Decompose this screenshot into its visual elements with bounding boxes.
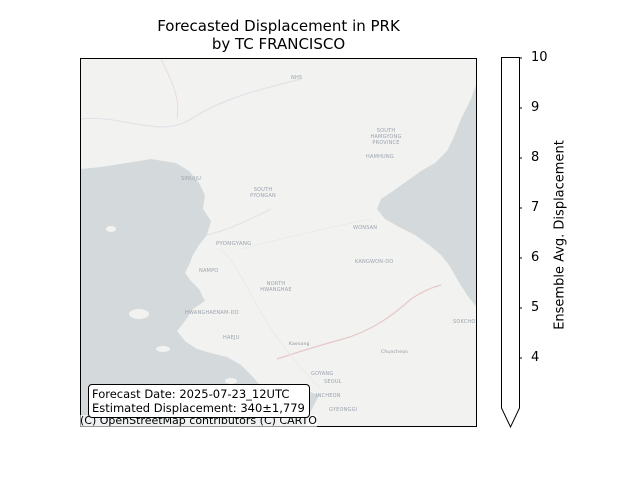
map-label-nampo: NAMPO (199, 268, 219, 274)
dmz-border (276, 284, 442, 360)
sea-east (377, 84, 476, 307)
colorbar-tick-label: 10 (531, 50, 548, 65)
map-label-incheon: INCHEON (316, 393, 341, 399)
colorbar-tick-label: 9 (531, 100, 540, 115)
map-label-goyang: GOYANG (311, 371, 334, 377)
chart-title: Forecasted Displacement in PRK by TC FRA… (80, 17, 477, 53)
colorbar-ticks (519, 57, 522, 359)
map-label-pyongyang: PYONGYANG (216, 241, 252, 247)
colorbar-bar (501, 57, 520, 429)
map-label-south-hwanghae: HWANGHAENAM-DO (185, 310, 239, 316)
colorbar-label: Ensemble Avg. Displacement (552, 140, 568, 330)
map-label-chuncheon: Chuncheon (381, 350, 409, 355)
colorbar-tick-label: 5 (531, 300, 540, 315)
colorbar-tick-label: 4 (531, 350, 540, 365)
map-label-south-hamgyong: SOUTH HAMGYONG PROVINCE (370, 128, 402, 146)
estimated-displacement-text: Estimated Displacement: 340±1,779 (92, 401, 305, 415)
map-label-north-hwanghae: NORTH HWANGHAE (260, 281, 292, 293)
colorbar-tick-label: 6 (531, 250, 540, 265)
basemap (81, 59, 476, 426)
map-label-wonsan: WONSAN (353, 225, 378, 231)
map-label-sinuiju: SINUIJU (181, 176, 202, 182)
colorbar (501, 57, 522, 429)
map-label-kaesong: Kaesong (289, 342, 310, 347)
map-label-south-pyongan: SOUTH PYONGAN (250, 187, 276, 199)
map-label-nhs: NHS (291, 75, 303, 81)
map-label-hamhung: HAMHUNG (366, 154, 394, 160)
colorbar-tick-label: 8 (531, 150, 540, 165)
colorbar-tick-label: 7 (531, 200, 540, 215)
map-panel[interactable]: NHS SOUTH HAMGYONG PROVINCE HAMHUNG SINU… (80, 58, 477, 427)
forecast-date-text: Forecast Date: 2025-07-23_12UTC (92, 387, 290, 401)
map-label-gyeonggi: GYEONGGI (329, 407, 358, 413)
map-label-seoul: SEOUL (324, 379, 342, 385)
map-label-sokcho: SOKCHO (453, 319, 476, 325)
sea-west (81, 159, 281, 426)
forecast-info-box: Forecast Date: 2025-07-23_12UTC Estimate… (88, 384, 310, 418)
title-line-2: by TC FRANCISCO (211, 35, 346, 53)
title-line-1: Forecasted Displacement in PRK (157, 17, 400, 35)
map-label-kangwon: KANGWON-DO (355, 259, 394, 265)
map-label-haeju: HAEJU (223, 335, 240, 341)
